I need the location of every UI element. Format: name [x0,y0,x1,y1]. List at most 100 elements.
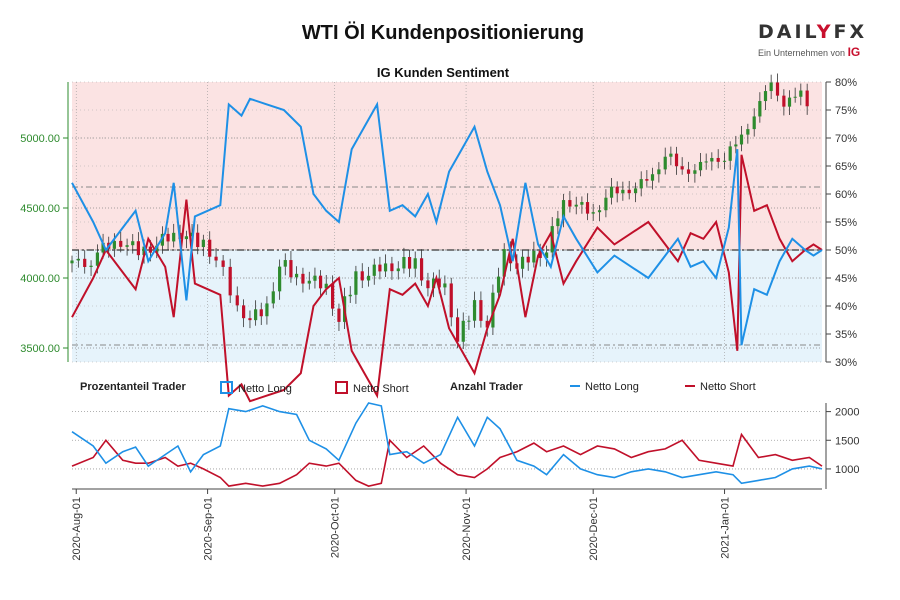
legend-item-short-count-label: Netto Short [700,381,756,393]
candle [799,90,803,97]
candle [532,250,536,263]
candle [722,160,727,162]
candle [214,256,218,261]
candle [248,318,252,321]
candle [650,174,655,181]
candle [787,97,792,107]
legend-item-long-count-label: Netto Long [585,381,639,393]
candle [112,240,116,249]
legend-group-count-label: Anzahl Trader [450,381,523,393]
logo-brand-b: FX [833,21,868,43]
candle [283,260,287,267]
candle [372,264,376,276]
candle [782,95,786,107]
logo-brand-a: DAIL [758,21,817,43]
candle [502,249,506,277]
candle [633,188,638,194]
legend-item-short-pct: Netto Short [335,381,409,395]
candle [76,258,80,261]
candle [324,283,328,289]
candle [407,257,412,269]
legend-item-short-count: Netto Short [685,381,756,393]
logo-brand-y: Y [816,21,834,43]
candle [479,300,483,321]
legend-item-long-pct-label: Netto Long [238,383,292,395]
candle [568,200,572,207]
candle [83,258,87,267]
candle [70,260,74,264]
y-right-tick-label: 80% [835,77,857,89]
candle [520,256,525,269]
candle [746,129,750,135]
x-tick-label: 2021-Jan-01 [720,497,732,559]
candle [294,273,299,278]
legend-item-long-pct: Netto Long [220,381,292,395]
y-right-tick-label: 55% [835,217,857,229]
y-right-tick-label: 50% [835,245,857,257]
legend-group-count: Anzahl Trader [450,381,523,393]
candle [190,232,194,237]
short-swatch-icon [335,381,348,394]
candle [496,276,501,293]
y-right-tick-label: 75% [835,105,857,117]
candle [313,275,317,281]
candle [627,189,631,194]
short-line-icon [685,385,695,387]
candle [208,239,212,257]
y-left-tick-label: 4000.00 [20,273,60,285]
candle [752,116,756,130]
candle [769,82,773,92]
candle [485,320,489,328]
candle [680,166,684,170]
candle [101,242,105,253]
candle [793,96,797,98]
candle [467,320,471,322]
y-right-tick-label: 30% [835,357,857,369]
candle [431,278,436,289]
candle [348,294,352,297]
x-tick-label: 2020-Oct-01 [330,497,342,558]
candle [383,263,388,272]
net-long-count-line [71,402,823,485]
candle [805,90,809,107]
candle [449,283,453,318]
net-long-pct-line [71,97,823,346]
candle [538,250,542,258]
candle [155,245,159,253]
candle [125,245,129,247]
candle [639,179,643,189]
x-tick-label: 2020-Sep-01 [203,497,215,561]
candle [166,233,170,242]
candle [228,266,232,296]
y-right-tick-label: 65% [835,161,857,173]
legend-item-long-count: Netto Long [570,381,639,393]
y-right-tick-label: 35% [835,329,857,341]
candle [221,260,225,267]
candle [307,280,311,284]
legend-group-percent-label: Prozentanteil Trader [80,381,186,393]
candle [698,161,703,171]
chart-subtitle: IG Kunden Sentiment [376,65,510,80]
candle [242,305,246,319]
y-left-tick-label: 4500.00 [20,203,60,215]
logo-sub-text: Ein Unternehmen von [758,48,846,58]
candle [674,153,679,167]
candle [669,153,673,157]
candle [561,200,566,219]
candle [657,169,661,175]
candle [609,186,614,198]
candle [278,266,282,292]
candle [597,210,602,213]
candle [354,271,358,295]
candle [580,202,584,205]
y-count-tick-label: 1500 [835,435,859,447]
candle [235,295,239,306]
candle [89,265,93,267]
net-short-count-line [71,432,823,487]
candle [621,189,625,194]
candle [378,264,382,272]
candle [201,239,205,248]
candle [360,271,364,281]
candle [148,246,152,253]
